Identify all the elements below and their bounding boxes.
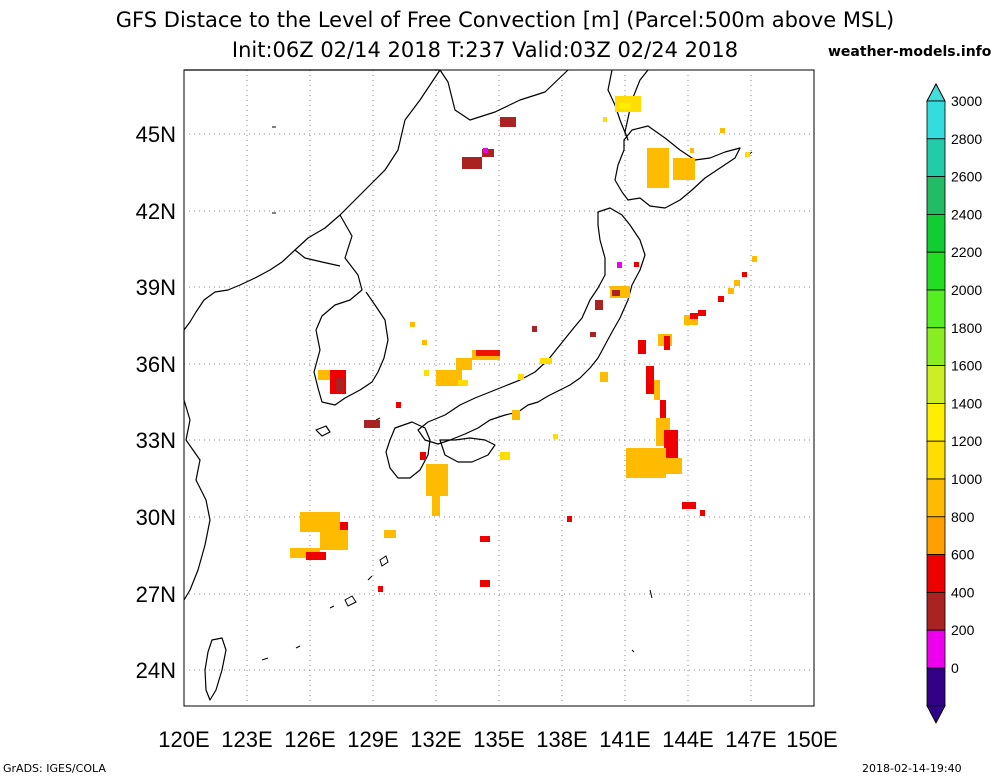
colorbar-label: 200 — [951, 622, 975, 638]
site-watermark: weather-models.info — [828, 44, 992, 60]
lat-tick: 45N — [136, 122, 176, 147]
lon-tick: 135E — [473, 727, 524, 752]
colorbar-label: 1600 — [951, 358, 982, 374]
lon-tick: 126E — [284, 727, 335, 752]
lat-tick: 27N — [136, 582, 176, 607]
lat-ticks: 45N 42N 39N 36N 33N 30N 27N 24N — [136, 122, 176, 683]
colorbar-segment — [926, 440, 946, 480]
colorbar-top-arrow — [926, 82, 946, 102]
chart-title: GFS Distace to the Level of Free Convect… — [115, 8, 895, 32]
colorbar-label: 2000 — [951, 282, 982, 298]
colorbar-segment — [926, 402, 946, 442]
lfc-cells — [290, 96, 757, 592]
colorbar-bottom-arrow — [926, 705, 946, 724]
colorbar-segment — [926, 327, 946, 366]
colorbar-label: 0 — [951, 660, 959, 676]
lat-tick: 39N — [136, 275, 176, 300]
lon-tick: 129E — [347, 727, 398, 752]
colorbar-segment — [926, 629, 946, 669]
colorbar-label: 400 — [951, 584, 975, 600]
colorbar-segment — [926, 213, 946, 253]
colorbar-label: 3000 — [951, 93, 982, 109]
colorbar-segment — [926, 289, 946, 329]
colorbar-segment — [926, 365, 946, 404]
grads-credit: GrADS: IGES/COLA — [3, 762, 106, 775]
lat-tick: 24N — [136, 658, 176, 683]
colorbar-segment — [926, 176, 946, 215]
timestamp: 2018-02-14-19:40 — [862, 762, 962, 775]
colorbar-segment — [926, 554, 946, 593]
map-grid — [184, 70, 814, 706]
lat-tick: 36N — [136, 352, 176, 377]
colorbar-label: 1000 — [951, 471, 982, 487]
colorbar-segment — [926, 138, 946, 178]
colorbar-label: 2600 — [951, 169, 982, 185]
colorbar-label: 1400 — [951, 395, 982, 411]
colorbar-segment — [926, 516, 946, 555]
chart-subtitle: Init:06Z 02/14 2018 T:237 Valid:03Z 02/2… — [231, 38, 739, 62]
colorbar-segment — [926, 100, 946, 140]
colorbar-segment — [926, 251, 946, 291]
colorbar-segment — [926, 592, 946, 631]
colorbar-segment — [926, 667, 946, 707]
lon-tick: 141E — [599, 727, 650, 752]
lon-tick: 123E — [221, 727, 272, 752]
colorbar-label: 2800 — [951, 131, 982, 147]
lon-tick: 144E — [662, 727, 713, 752]
lon-tick: 120E — [158, 727, 209, 752]
colorbar-label: 2400 — [951, 206, 982, 222]
colorbar-label: 800 — [951, 509, 975, 525]
lon-tick: 147E — [725, 727, 776, 752]
colorbar: 3000280026002400220020001800160014001200… — [926, 82, 982, 724]
colorbar-label: 1200 — [951, 433, 982, 449]
lat-tick: 30N — [136, 505, 176, 530]
lon-tick: 150E — [786, 727, 837, 752]
lat-tick: 33N — [136, 428, 176, 453]
islands — [261, 126, 753, 661]
colorbar-label: 2200 — [951, 244, 982, 260]
colorbar-label: 600 — [951, 547, 975, 563]
colorbar-segment — [926, 478, 946, 518]
lon-tick: 138E — [536, 727, 587, 752]
lat-tick: 42N — [136, 199, 176, 224]
lon-tick: 132E — [410, 727, 461, 752]
colorbar-label: 1800 — [951, 320, 982, 336]
lon-ticks: 120E 123E 126E 129E 132E 135E 138E 141E … — [158, 727, 837, 752]
